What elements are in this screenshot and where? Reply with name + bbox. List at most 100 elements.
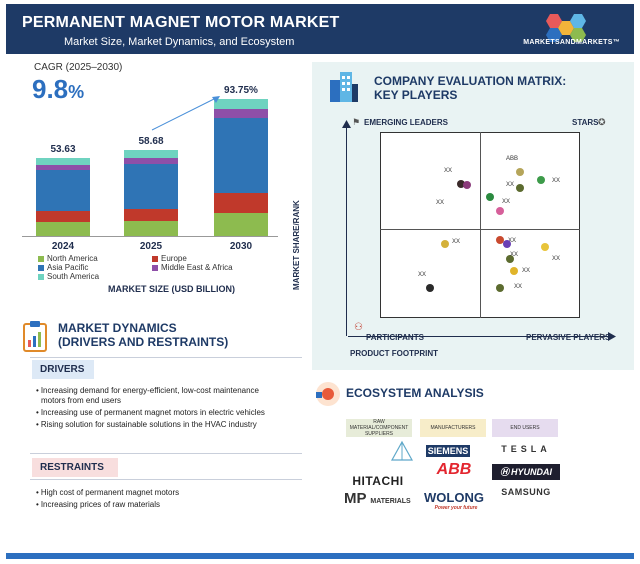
bar-segment-north_america: [36, 222, 90, 236]
hyundai-h-icon: Ⓗ: [499, 467, 509, 477]
legend-asia-pacific: Asia Pacific: [38, 263, 88, 272]
player-label: ABB: [506, 156, 519, 162]
player-label: XX: [510, 252, 519, 258]
hitachi-logo: HITACHI: [352, 474, 404, 488]
drivers-tag: DRIVERS: [32, 360, 94, 379]
player-dot: [510, 267, 518, 275]
player-dot: [457, 180, 465, 188]
tesla-logo: TESLA: [501, 444, 551, 454]
quadrant-stars: STARS: [572, 118, 599, 127]
restraint-item: Increasing prices of raw materials: [36, 500, 306, 510]
player-dot: [463, 181, 471, 189]
bar-total-label: 58.68: [138, 136, 164, 148]
flag-icon: ⚑: [352, 117, 361, 127]
arrow-right-icon: [608, 332, 616, 341]
hyundai-logo: Ⓗ HYUNDAI: [492, 464, 560, 480]
bar-segment-asia_pacific: [124, 163, 178, 210]
clipboard-icon: [23, 321, 47, 352]
samsung-logo: SAMSUNG: [501, 487, 551, 497]
quadrant-participants: PARTICIPANTS: [366, 333, 424, 342]
eco-column-manufacturers: MANUFACTURERS: [420, 419, 486, 437]
drivers-list: Increasing demand for energy-efficient, …: [36, 386, 306, 432]
matrix-x-axis-label: PRODUCT FOOTPRINT: [350, 349, 438, 358]
player-dot: [496, 236, 504, 244]
bar-2030: [214, 99, 268, 236]
ecosystem-title: ECOSYSTEM ANALYSIS: [346, 386, 484, 400]
legend-north-america: North America: [38, 254, 98, 263]
restraints-tag: RESTRAINTS: [32, 458, 118, 477]
company-logo-icon: [546, 14, 586, 42]
player-label: XX: [418, 272, 427, 278]
chart-baseline: [22, 236, 278, 237]
player-dot: [503, 240, 511, 248]
company-logo-text: MARKETSANDMARKETS™: [523, 39, 620, 46]
abb-logo: ABB: [436, 461, 472, 478]
player-label: XX: [522, 268, 531, 274]
matrix-title: COMPANY EVALUATION MATRIX: KEY PLAYERS: [374, 74, 567, 102]
player-dot: [506, 255, 514, 263]
player-dot: [486, 193, 494, 201]
mp-materials-logo: MP MATERIALS: [344, 490, 411, 507]
ecosystem-icon: [316, 382, 340, 406]
legend-swatch: [38, 255, 44, 262]
divider: [30, 479, 302, 480]
bar-segment-asia_pacific: [214, 117, 268, 193]
player-dot: [537, 176, 545, 184]
player-label: XX: [452, 239, 461, 245]
cagr-label: CAGR (2025–2030): [34, 62, 123, 73]
buildings-icon: [330, 72, 358, 102]
x-tick-label: 2024: [51, 241, 75, 252]
arrow-up-icon: [342, 120, 351, 128]
people-icon: ⚇: [354, 322, 363, 333]
matrix-divider-vertical: [480, 132, 481, 318]
bar-segment-middle_east_africa: [36, 164, 90, 170]
restraints-list: High cost of permanent magnet motors Inc…: [36, 488, 306, 512]
player-label: XX: [506, 182, 515, 188]
bar-segment-asia_pacific: [36, 169, 90, 212]
star-badge-icon: ✪: [598, 117, 606, 127]
player-dot: [516, 168, 524, 176]
bar-segment-south_america: [124, 150, 178, 159]
legend-swatch: [38, 273, 44, 280]
siemens-logo: SIEMENS: [426, 445, 470, 457]
restraint-item: High cost of permanent magnet motors: [36, 488, 306, 498]
y-axis-arrow: [346, 126, 347, 336]
bar-segment-europe: [36, 211, 90, 223]
bar-segment-middle_east_africa: [214, 108, 268, 118]
bar-segment-south_america: [214, 99, 268, 109]
driver-item: Increasing use of permanent magnet motor…: [36, 408, 306, 418]
eco-column-end-users: END USERS: [492, 419, 558, 437]
bar-segment-south_america: [36, 157, 90, 165]
header-banner: PERMANENT MAGNET MOTOR MARKET Market Siz…: [6, 4, 634, 54]
player-label: XX: [552, 178, 561, 184]
supplier-logo-icon: [390, 440, 414, 461]
matrix-y-axis-label: MARKET SHARE/RANK: [292, 200, 301, 290]
legend-middle-east-africa: Middle East & Africa: [152, 263, 233, 272]
chart-x-axis-title: MARKET SIZE (USD BILLION): [108, 284, 235, 294]
legend-swatch: [38, 264, 44, 271]
player-label: XX: [552, 256, 561, 262]
dynamics-title: MARKET DYNAMICS (DRIVERS AND RESTRAINTS): [58, 321, 229, 349]
wolong-tagline: Power your future: [434, 505, 478, 511]
player-label: XX: [444, 168, 453, 174]
driver-item-cont: motors from end users: [41, 396, 122, 405]
player-dot: [426, 284, 434, 292]
player-dot: [541, 243, 549, 251]
page-subtitle: Market Size, Market Dynamics, and Ecosys…: [64, 36, 295, 48]
bar-2025: [124, 150, 178, 236]
legend-swatch: [152, 255, 158, 262]
player-label: XX: [514, 284, 523, 290]
bar-segment-north_america: [124, 221, 178, 236]
bar-segment-europe: [124, 209, 178, 222]
bar-total-label: 93.75%: [224, 85, 258, 97]
x-axis-arrow: [348, 336, 610, 337]
player-dot: [496, 207, 504, 215]
matrix-divider-horizontal: [380, 229, 580, 230]
legend-south-america: South America: [38, 272, 99, 281]
x-tick-label: 2025: [139, 241, 163, 252]
x-tick-label: 2030: [229, 241, 253, 252]
bar-segment-north_america: [214, 212, 268, 236]
player-dot: [516, 184, 524, 192]
legend-swatch: [152, 264, 158, 271]
growth-arrow-icon: [151, 96, 220, 131]
